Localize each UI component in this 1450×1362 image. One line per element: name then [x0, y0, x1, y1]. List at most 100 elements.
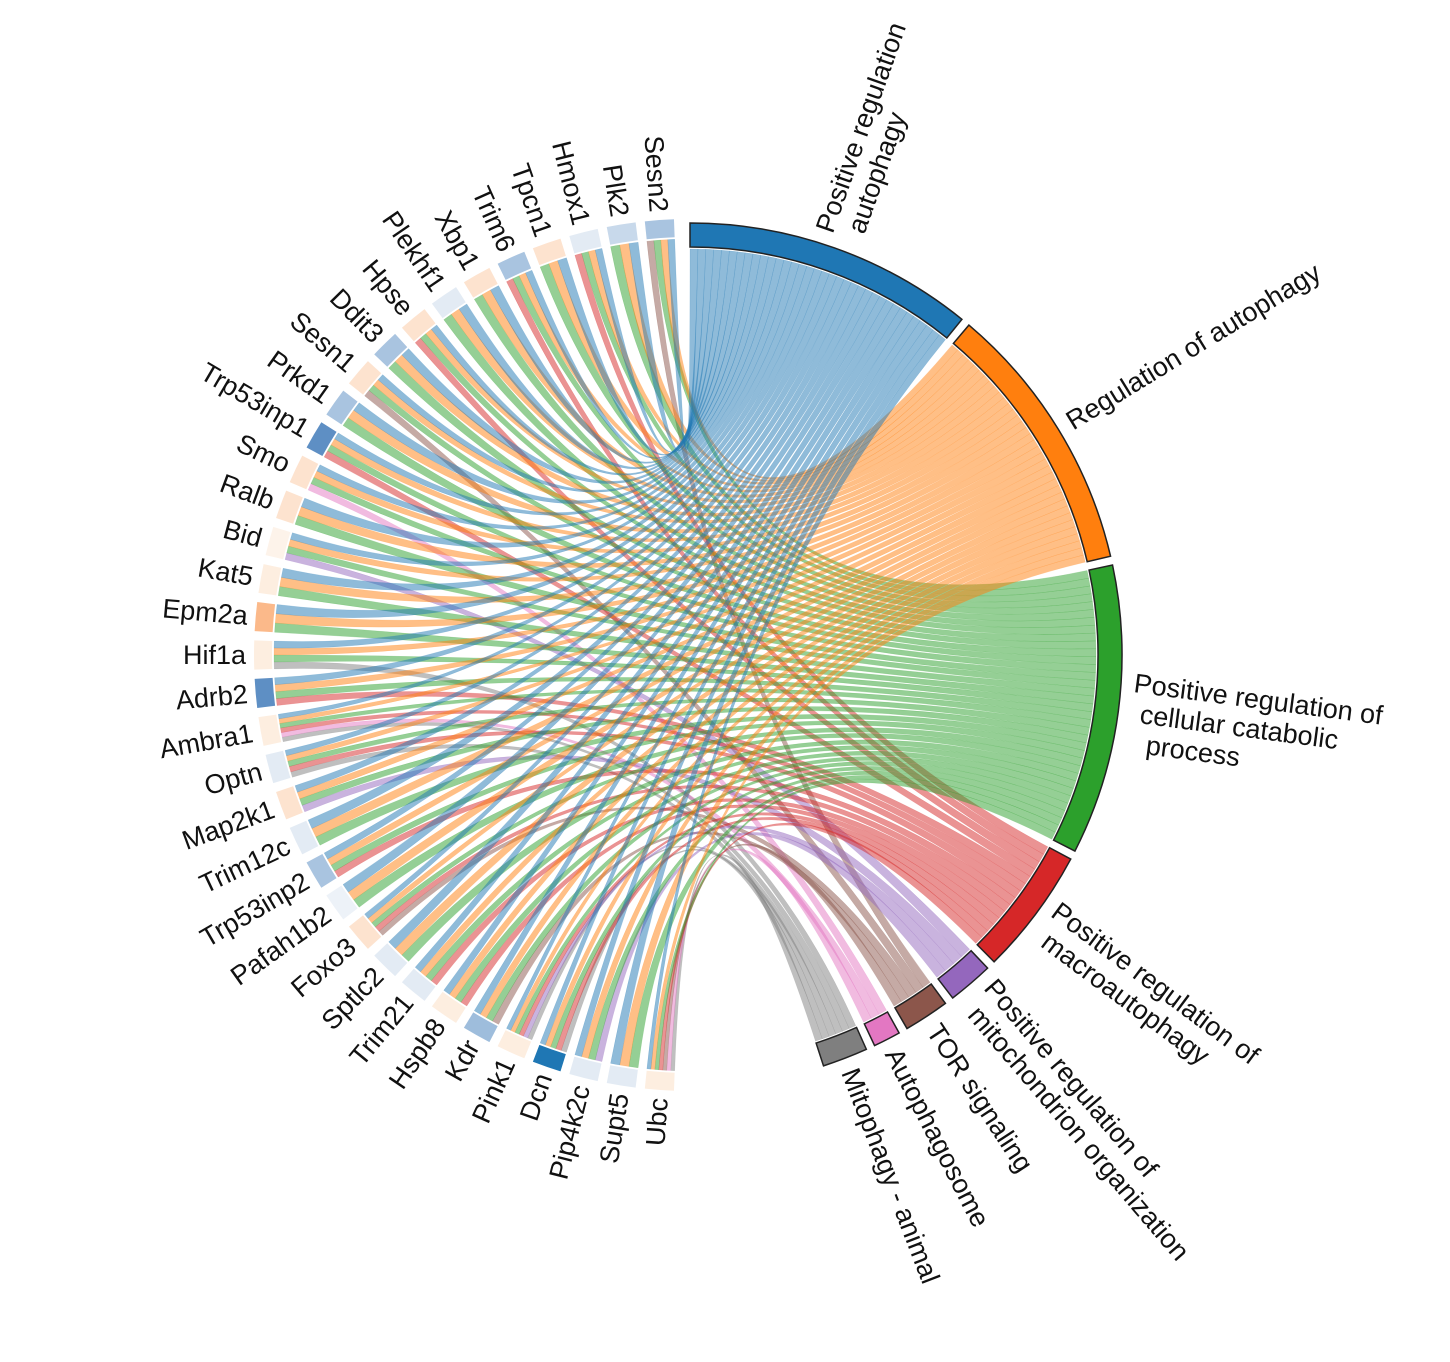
ribbon-hspb8-term-3 — [460, 804, 1000, 1007]
ribbon-ralb-term-2 — [294, 515, 1096, 681]
ribbon-ubc-term-1 — [650, 554, 1086, 1070]
ribbon-xbp1-term-2 — [473, 294, 1095, 622]
ribbon-pafah1b2-term-0 — [342, 292, 881, 893]
ribbon-trim21-term-3 — [430, 798, 1006, 986]
gene-arc-plekhf1 — [431, 287, 466, 319]
ribbon-sesn1-term-0 — [377, 254, 769, 493]
gene-arc-trim6 — [497, 251, 532, 280]
gene-label-kat5: Kat5 — [196, 553, 256, 592]
ribbon-xbp1-term-0 — [490, 250, 738, 464]
gene-arc-xbp1 — [463, 267, 498, 298]
ribbon-pip4k2c-term-0 — [574, 324, 934, 1057]
term-label-0: Positive regulationautophagy — [810, 18, 940, 246]
ribbon-kdr-term-5 — [492, 831, 910, 1025]
ribbon-prkd1-term-2 — [342, 417, 1097, 657]
gene-arc-sesn2 — [644, 219, 675, 240]
ribbon-sesn2-term-0 — [667, 239, 699, 450]
ribbon-ubc-term-2 — [654, 778, 1056, 1071]
ribbon-ambra1-term-0 — [277, 276, 845, 720]
ribbon-kdr-term-1 — [479, 519, 1076, 1019]
gene-label-adrb2: Adrb2 — [175, 679, 249, 715]
gene-arc-hif1a — [254, 640, 273, 670]
ribbon-pip4k2c-term-4 — [594, 832, 946, 1062]
gene-label-plk2: Plk2 — [597, 162, 635, 219]
gene-arc-dcn — [532, 1044, 566, 1072]
ribbon-smo-term-2 — [310, 476, 1097, 673]
gene-arc-trim21 — [401, 968, 436, 1001]
ribbon-trim21-term-2 — [425, 745, 1077, 982]
ribbon-foxo3-term-0 — [364, 295, 888, 919]
gene-arc-ddit3 — [374, 333, 408, 367]
gene-arc-foxo3 — [348, 915, 382, 949]
ribbon-prkd1-term-0 — [353, 256, 777, 504]
term-arc-2 — [1052, 564, 1123, 853]
ribbon-pink1-term-1 — [510, 526, 1078, 1033]
ribbon-trp53inp1-term-0 — [334, 257, 785, 516]
ribbon-dcn-term-1 — [544, 533, 1080, 1048]
gene-arc-ambra1 — [258, 714, 282, 746]
gene-label-ubc: Ubc — [640, 1097, 673, 1147]
term-label-2: Positive regulation ofcellular catabolic… — [1124, 668, 1385, 790]
term-label-1: Regulation of autophagy — [1061, 257, 1327, 436]
gene-label-optn: Optn — [201, 757, 265, 801]
term-arc-3 — [976, 846, 1072, 963]
ribbon-map2k1-term-1 — [296, 465, 1053, 800]
gene-arc-hspb8 — [431, 991, 466, 1023]
ribbon-pink1-term-0 — [506, 315, 921, 1031]
term-arc-7 — [815, 1026, 868, 1067]
ribbon-layer — [273, 239, 1097, 1071]
ribbon-bid-term-0 — [290, 263, 808, 567]
ribbon-trp53inp1-term-1 — [330, 403, 1014, 542]
ribbon-ralb-term-0 — [300, 261, 800, 548]
ribbon-trim21-term-0 — [414, 303, 901, 973]
gene-arc-pink1 — [497, 1030, 532, 1059]
arc-layer — [254, 219, 1123, 1091]
gene-arc-tpcn1 — [532, 238, 566, 266]
gene-arc-kdr — [463, 1012, 498, 1043]
gene-arc-adrb2 — [254, 677, 276, 708]
ribbon-ubc-term-0 — [646, 334, 946, 1070]
ribbon-sptlc2-term-2 — [401, 739, 1079, 962]
ribbon-map2k1-term-0 — [294, 282, 859, 793]
gene-arc-trp53inp2 — [306, 853, 337, 888]
gene-label-smo: Smo — [232, 428, 295, 479]
ribbon-map2k1-term-4 — [301, 755, 963, 965]
ribbon-kat5-term-0 — [281, 265, 815, 591]
ribbon-dcn-term-0 — [539, 320, 928, 1046]
gene-arc-ubc — [644, 1070, 675, 1091]
ribbon-sesn1-term-2 — [368, 384, 1097, 650]
gene-arc-trp53inp1 — [306, 422, 337, 457]
ribbon-map2k1-term-2 — [299, 706, 1089, 806]
gene-label-hmox1: Hmox1 — [546, 138, 596, 228]
ribbon-tpcn1-term-2 — [539, 263, 1093, 609]
ribbon-epm2a-term-1 — [274, 433, 1035, 628]
gene-arc-optn — [265, 750, 291, 784]
ribbon-pip4k2c-term-1 — [581, 540, 1082, 1059]
ribbon-ralb-term-1 — [297, 414, 1023, 568]
ribbon-trim12c-term-2 — [315, 714, 1087, 846]
ribbon-trp53inp2-term-0 — [323, 288, 874, 860]
ribbon-smo-term-6 — [307, 483, 887, 1015]
ribbon-supt5-term-1 — [619, 547, 1084, 1067]
ribbon-optn-term-0 — [284, 279, 852, 757]
gene-arc-kat5 — [258, 564, 282, 596]
ribbon-hif1a-term-2 — [273, 654, 1094, 713]
ribbon-hif1a-term-0 — [273, 270, 830, 649]
gene-label-kdr: Kdr — [439, 1035, 486, 1086]
gene-label-supt5: Supt5 — [594, 1091, 635, 1165]
ribbon-hspb8-term-0 — [443, 307, 908, 995]
ribbon-ubc-term-6 — [666, 848, 872, 1071]
ribbon-kdr-term-0 — [473, 311, 915, 1015]
ribbon-ubc-term-3 — [658, 822, 983, 1071]
gene-label-hif1a: Hif1a — [183, 640, 247, 670]
ribbon-trp53inp1-term-3 — [323, 450, 1036, 877]
ribbon-pink1-term-2 — [514, 761, 1069, 1035]
ribbon-hspb8-term-2 — [454, 750, 1074, 1003]
gene-arc-trim12c — [289, 820, 319, 855]
term-arc-4 — [937, 949, 989, 1000]
gene-arc-ralb — [276, 490, 303, 524]
ribbon-hmox1-term-0 — [594, 248, 714, 453]
ribbon-trp53inp2-term-1 — [327, 478, 1060, 866]
gene-arc-pafah1b2 — [326, 885, 358, 920]
